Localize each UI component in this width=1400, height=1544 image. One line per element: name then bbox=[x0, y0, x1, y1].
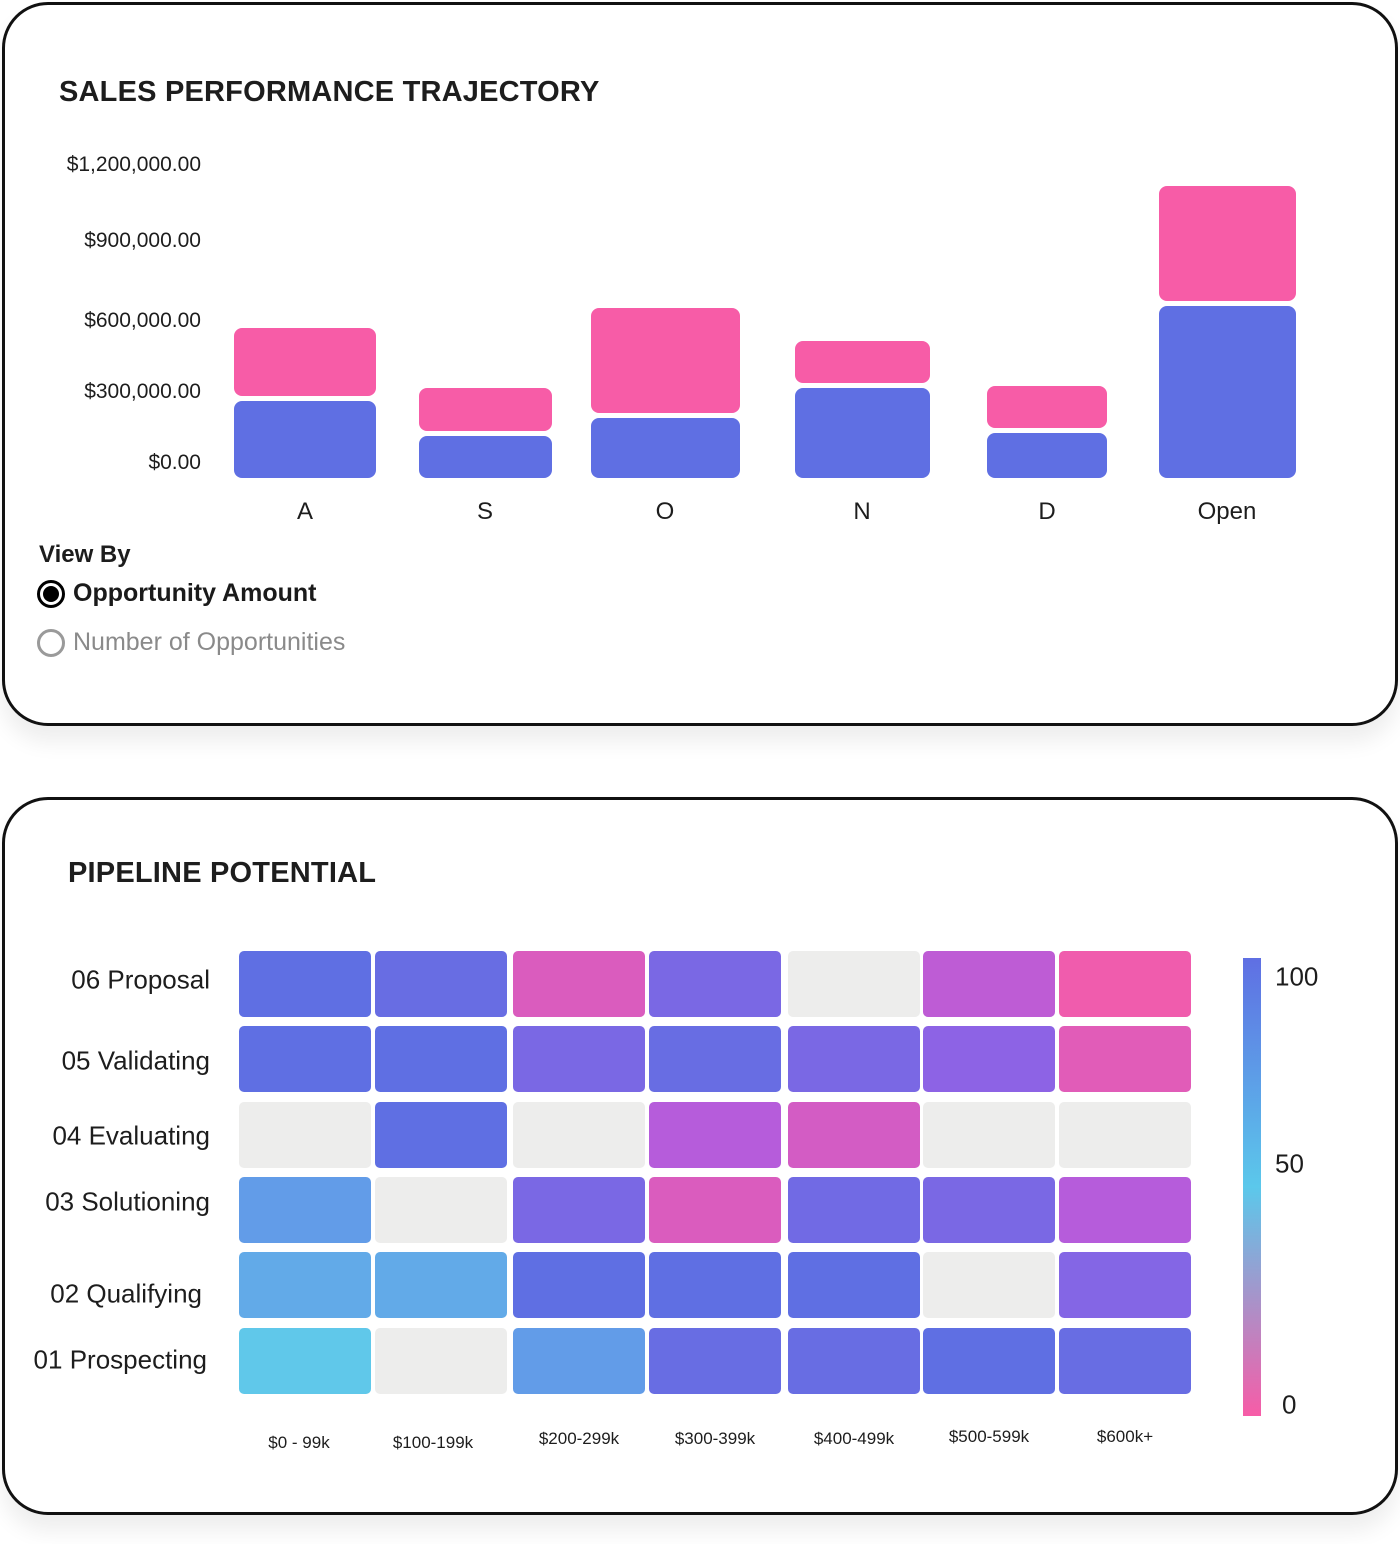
radio-opportunity-amount-label: Opportunity Amount bbox=[73, 579, 317, 607]
heatmap-cell[interactable] bbox=[1059, 951, 1191, 1017]
heatmap-cell[interactable] bbox=[649, 1177, 781, 1243]
color-scale-tick: 0 bbox=[1282, 1389, 1297, 1420]
bar-n-segment-1[interactable] bbox=[794, 340, 930, 383]
heatmap-cell[interactable] bbox=[375, 1026, 507, 1092]
heatmap-cell[interactable] bbox=[788, 1026, 920, 1092]
bar-open-segment-0[interactable] bbox=[1158, 305, 1296, 478]
heatmap-cell[interactable] bbox=[375, 1252, 507, 1318]
heatmap-row-label: 04 Evaluating bbox=[52, 1120, 210, 1151]
x-tick-label: Open bbox=[1197, 498, 1257, 525]
heatmap-cell[interactable] bbox=[513, 1328, 645, 1394]
x-tick-label: O bbox=[655, 498, 675, 525]
heatmap-cell[interactable] bbox=[788, 1102, 920, 1168]
sales-chart-title: SALES PERFORMANCE TRAJECTORY bbox=[59, 76, 600, 108]
bar-d-segment-1[interactable] bbox=[987, 385, 1107, 428]
color-scale-tick: 50 bbox=[1275, 1148, 1304, 1179]
heatmap-cell[interactable] bbox=[649, 1252, 781, 1318]
heatmap-cell[interactable] bbox=[513, 1026, 645, 1092]
radio-number-of-opportunities[interactable]: Number of Opportunities bbox=[37, 628, 345, 657]
color-scale-bar bbox=[1243, 958, 1261, 1416]
heatmap-cell[interactable] bbox=[239, 1102, 371, 1168]
bar-a-segment-0[interactable] bbox=[234, 400, 376, 478]
heatmap-cell[interactable] bbox=[239, 1026, 371, 1092]
heatmap-cell[interactable] bbox=[513, 951, 645, 1017]
view-by-label: View By bbox=[39, 541, 131, 568]
heatmap-cell[interactable] bbox=[239, 951, 371, 1017]
y-tick-label: $1,200,000.00 bbox=[66, 153, 201, 176]
heatmap-cell[interactable] bbox=[788, 1252, 920, 1318]
heatmap-cell[interactable] bbox=[923, 1252, 1055, 1318]
color-scale-tick: 100 bbox=[1275, 961, 1319, 992]
heatmap-cell[interactable] bbox=[923, 1102, 1055, 1168]
heatmap-cell[interactable] bbox=[1059, 1328, 1191, 1394]
bar-o-segment-1[interactable] bbox=[590, 308, 740, 413]
x-tick-label: S bbox=[476, 498, 494, 525]
heatmap-cell[interactable] bbox=[1059, 1252, 1191, 1318]
heatmap-cell[interactable] bbox=[649, 1102, 781, 1168]
heatmap-cell[interactable] bbox=[649, 951, 781, 1017]
x-tick-label: D bbox=[1038, 498, 1056, 525]
y-tick-label: $300,000.00 bbox=[84, 380, 201, 403]
bar-s-segment-0[interactable] bbox=[418, 435, 552, 478]
y-tick-label: $600,000.00 bbox=[84, 309, 201, 332]
heatmap-cell[interactable] bbox=[1059, 1177, 1191, 1243]
heatmap-cell[interactable] bbox=[788, 1328, 920, 1394]
x-tick-label: N bbox=[853, 498, 871, 525]
heatmap-cell[interactable] bbox=[239, 1252, 371, 1318]
bar-n-segment-0[interactable] bbox=[794, 388, 930, 478]
heatmap-cell[interactable] bbox=[1059, 1102, 1191, 1168]
heatmap-cell[interactable] bbox=[375, 1177, 507, 1243]
heatmap-cell[interactable] bbox=[1059, 1026, 1191, 1092]
heatmap-cell[interactable] bbox=[923, 1177, 1055, 1243]
heatmap-row-label: 06 Proposal bbox=[71, 964, 210, 995]
heatmap-row-label: 05 Validating bbox=[61, 1045, 210, 1076]
heatmap-cell[interactable] bbox=[375, 1102, 507, 1168]
bar-d-segment-0[interactable] bbox=[987, 433, 1107, 478]
heatmap-cell[interactable] bbox=[649, 1328, 781, 1394]
heatmap-cell[interactable] bbox=[375, 1328, 507, 1394]
y-tick-label: $900,000.00 bbox=[84, 229, 201, 252]
radio-selected-icon bbox=[37, 579, 65, 608]
heatmap-column-label: $100-199k bbox=[392, 1433, 474, 1452]
heatmap-row-label: 02 Qualifying bbox=[50, 1278, 202, 1309]
heatmap-column-label: $300-399k bbox=[674, 1429, 756, 1448]
heatmap-cell[interactable] bbox=[923, 1026, 1055, 1092]
heatmap-cell[interactable] bbox=[788, 951, 920, 1017]
heatmap-cell[interactable] bbox=[375, 951, 507, 1017]
heatmap-row-label: 01 Prospecting bbox=[33, 1344, 207, 1375]
heatmap-cell[interactable] bbox=[923, 1328, 1055, 1394]
heatmap-row-label: 03 Solutioning bbox=[45, 1186, 210, 1217]
bar-open-segment-1[interactable] bbox=[1158, 185, 1296, 301]
heatmap-cell[interactable] bbox=[649, 1026, 781, 1092]
sales-performance-card: SALES PERFORMANCE TRAJECTORY $0.00 $300,0… bbox=[2, 2, 1398, 726]
heatmap-cell[interactable] bbox=[923, 951, 1055, 1017]
heatmap-column-label: $600k+ bbox=[1096, 1427, 1154, 1446]
heatmap-column-label: $400-499k bbox=[813, 1429, 895, 1448]
heatmap-cell[interactable] bbox=[513, 1177, 645, 1243]
bar-o-segment-0[interactable] bbox=[590, 418, 740, 478]
radio-unselected-icon bbox=[37, 628, 65, 657]
pipeline-potential-card: PIPELINE POTENTIAL 06 Proposal 05 Validat… bbox=[2, 797, 1398, 1515]
bar-a-segment-1[interactable] bbox=[234, 328, 376, 396]
radio-opportunity-amount[interactable]: Opportunity Amount bbox=[37, 579, 316, 608]
heatmap-cell[interactable] bbox=[513, 1252, 645, 1318]
heatmap-column-label: $500-599k bbox=[948, 1427, 1030, 1446]
heatmap-cell[interactable] bbox=[239, 1328, 371, 1394]
heatmap-column-label: $200-299k bbox=[538, 1429, 620, 1448]
bar-s-segment-1[interactable] bbox=[418, 388, 552, 431]
heatmap-cell[interactable] bbox=[788, 1177, 920, 1243]
x-tick-label: A bbox=[296, 498, 314, 525]
radio-number-of-opportunities-label: Number of Opportunities bbox=[73, 628, 346, 656]
heatmap-column-label: $0 - 99k bbox=[268, 1433, 330, 1452]
heatmap-cell[interactable] bbox=[513, 1102, 645, 1168]
y-tick-label: $0.00 bbox=[148, 451, 201, 474]
heatmap-cell[interactable] bbox=[239, 1177, 371, 1243]
pipeline-chart-title: PIPELINE POTENTIAL bbox=[68, 857, 377, 889]
